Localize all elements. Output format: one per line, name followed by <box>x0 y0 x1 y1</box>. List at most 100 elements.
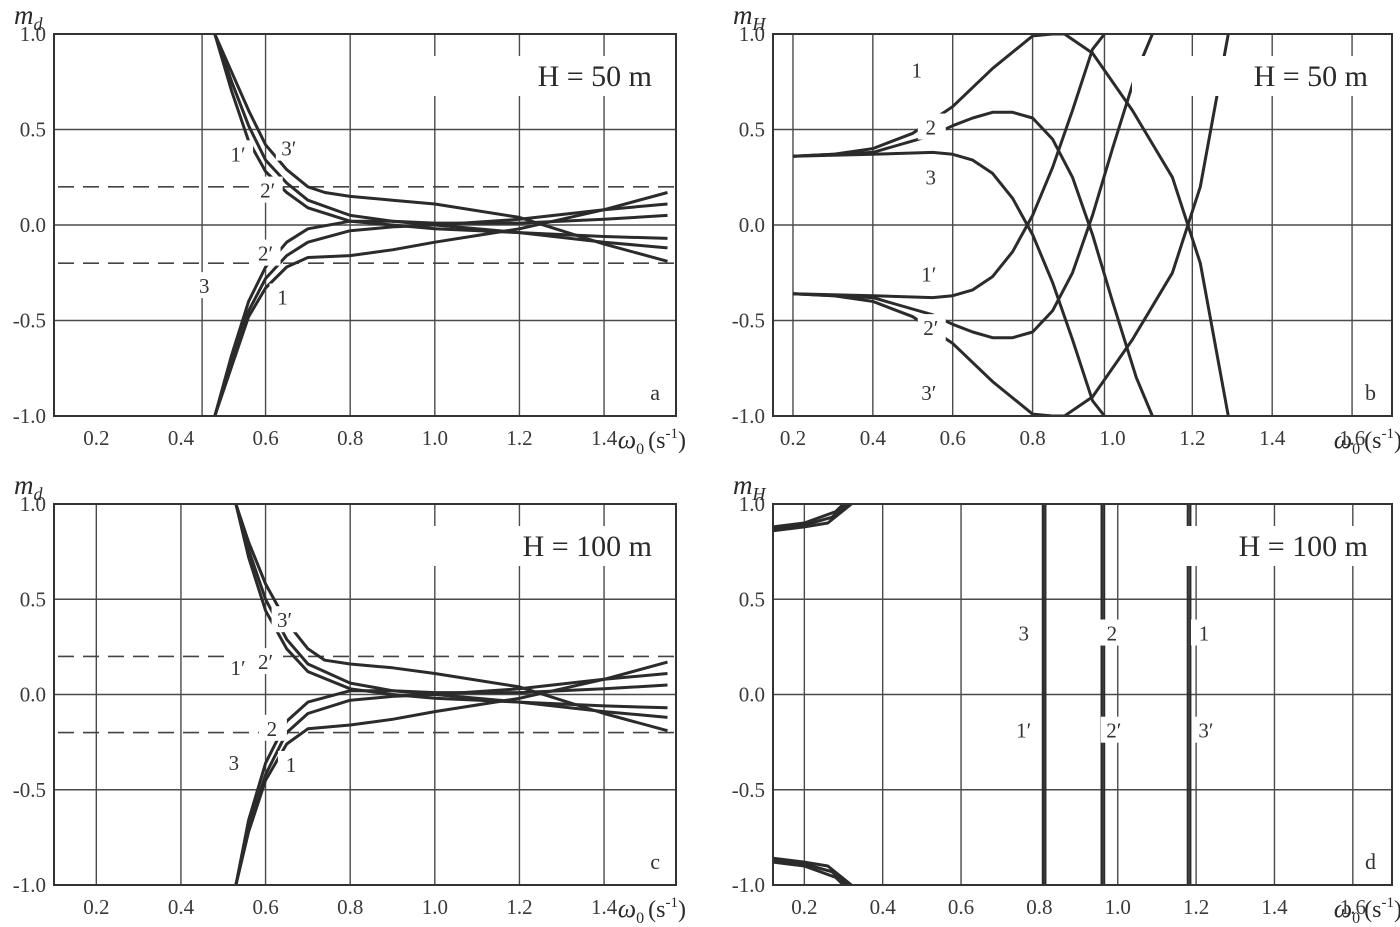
x-axis-label-main: ω <box>618 894 636 923</box>
x-axis-label-close: ) <box>678 897 686 923</box>
y-tick-label: -0.5 <box>13 309 46 333</box>
plot-frame <box>772 33 1393 417</box>
x-axis-label-subscript: 0 <box>636 910 644 927</box>
y-tick-label: -0.5 <box>732 309 765 333</box>
y-axis-label: md <box>14 470 44 504</box>
x-tick-label: 1.0 <box>422 426 448 450</box>
y-axis-label: mH <box>733 470 767 504</box>
y-axis-label-main: m <box>14 470 34 500</box>
y-axis-label-subscript: H <box>752 484 767 504</box>
y-axis-label-main: m <box>733 0 753 30</box>
x-axis-label-main: ω <box>1334 894 1352 923</box>
x-tick-label: 0.2 <box>791 895 817 919</box>
curve-label: 1 <box>286 753 297 777</box>
x-tick-label: 1.0 <box>1099 426 1125 450</box>
curve-label: 2 <box>925 116 936 140</box>
panel-b: 1.0 0.5 0.0 -0.5 -1.0 0.2 0.4 0.6 0.8 1.0 1.2 1.4 1.… <box>732 0 1400 458</box>
y-tick-label: 0.5 <box>20 587 46 611</box>
x-tick-label: 0.8 <box>337 895 363 919</box>
curve-label-background <box>191 272 220 299</box>
curve-label-background <box>903 56 932 83</box>
plot-frame <box>53 503 677 886</box>
x-tick-label: 0.6 <box>940 426 966 450</box>
series-line <box>792 150 1106 416</box>
x-axis-label-main: ω <box>618 425 636 454</box>
x-axis-label: ω0(s-1) <box>618 425 686 458</box>
curve-label-background <box>917 113 946 140</box>
curve-label: 1′ <box>231 656 246 680</box>
x-tick-label: 1.4 <box>591 895 618 919</box>
series-line <box>792 34 1106 300</box>
x-axis-label-close: ) <box>1394 897 1400 923</box>
y-axis-label-subscript: d <box>34 484 44 504</box>
series-line <box>234 504 668 710</box>
y-axis-label: mH <box>733 0 767 34</box>
x-tick-label: 1.6 <box>1339 426 1365 450</box>
curve-label-background <box>252 648 281 675</box>
y-axis-label-main: m <box>733 470 753 500</box>
y-tick-label: 1.0 <box>739 492 765 516</box>
curve-label-background <box>275 134 304 161</box>
curve-label: 2′ <box>260 179 275 203</box>
y-tick-label: -1.0 <box>732 404 765 428</box>
series-line <box>792 110 1154 416</box>
x-tick-label: 1.2 <box>506 895 532 919</box>
x-axis-label-exponent: -1 <box>666 426 679 442</box>
curve-label-background <box>252 239 281 266</box>
annotation-background <box>1132 526 1370 566</box>
series-line <box>213 202 668 416</box>
x-axis-label-subscript: 0 <box>636 441 644 458</box>
y-tick-label: 0.5 <box>739 587 765 611</box>
curve-label-background <box>225 140 254 167</box>
x-axis-label-close: ) <box>678 428 686 454</box>
x-tick-label: 0.8 <box>1026 895 1052 919</box>
x-tick-label: 1.2 <box>1179 426 1205 450</box>
x-tick-label: 0.6 <box>948 895 974 919</box>
x-axis-label-unit: (s <box>648 897 665 923</box>
curve-label: 2′ <box>258 242 273 266</box>
curves-group <box>773 504 1192 885</box>
annotation-background <box>416 56 654 96</box>
y-tick-label: -0.5 <box>13 778 46 802</box>
curve-label: 3 <box>1018 622 1029 646</box>
y-tick-label: -1.0 <box>13 404 46 428</box>
panel-c: 1.0 0.5 0.0 -0.5 -1.0 0.2 0.4 0.6 0.8 1.0 1.2 1.4 md… <box>13 470 686 927</box>
curve-label-background <box>254 176 283 203</box>
curve-label-background <box>258 714 287 741</box>
x-axis-label-unit: (s <box>1364 428 1381 454</box>
series-line <box>773 860 845 885</box>
x-tick-label: 1.2 <box>1183 895 1209 919</box>
curves-group <box>213 34 668 416</box>
panel-letter: a <box>650 380 660 405</box>
annotation-text: H = 100 m <box>523 530 652 563</box>
y-tick-label: 1.0 <box>20 492 46 516</box>
y-axis-label-main: m <box>14 0 34 30</box>
y-tick-label: -1.0 <box>732 873 765 897</box>
x-tick-label: 0.4 <box>870 895 897 919</box>
series-line <box>773 504 845 529</box>
y-tick-label: 0.5 <box>20 118 46 142</box>
series-line <box>773 504 849 531</box>
curve-label: 3 <box>229 751 240 775</box>
curve-label-background <box>220 749 249 776</box>
panel-letter: c <box>650 849 660 874</box>
curve-label: 3′ <box>921 381 936 405</box>
annotation-background <box>416 526 654 566</box>
y-tick-label: -1.0 <box>13 873 46 897</box>
curve-label: 3 <box>925 165 936 189</box>
annotation-text: H = 100 m <box>1239 530 1368 563</box>
curve-label-background <box>1010 716 1039 743</box>
x-tick-label: 1.6 <box>1340 895 1366 919</box>
curve-label: 1′ <box>1016 719 1031 743</box>
series-line <box>773 858 849 885</box>
x-tick-label: 1.4 <box>1259 426 1286 450</box>
series-line <box>234 504 668 719</box>
curve-label: 1′ <box>921 263 936 287</box>
annotation-text: H = 50 m <box>538 60 652 93</box>
curve-label: 2′ <box>258 650 273 674</box>
panel-letter: d <box>1365 849 1376 874</box>
curve-label-background <box>917 163 946 190</box>
series-line <box>213 34 668 263</box>
curve-label: 3′ <box>281 137 296 161</box>
